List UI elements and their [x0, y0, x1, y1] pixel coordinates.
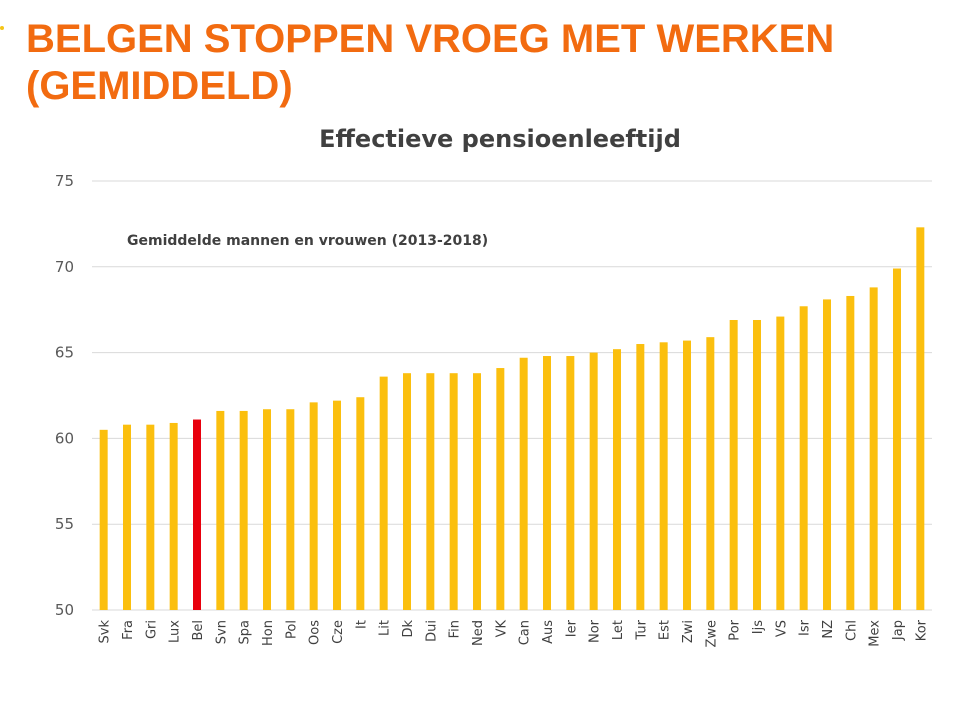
bar-fin [449, 373, 458, 610]
bar-lux [169, 422, 178, 610]
x-tick-label: Lit [378, 620, 393, 636]
x-tick-label: Hon [261, 620, 276, 646]
x-tick-label: It [354, 620, 369, 629]
x-tick-label: Dui [424, 620, 439, 642]
bar-bel [193, 419, 201, 610]
x-tick-label: VS [774, 620, 789, 637]
x-tick-label: Isr [798, 619, 813, 636]
x-tick-label: Chl [844, 620, 859, 641]
x-tick-label: Ijs [751, 620, 766, 634]
x-tick-label: Spa [238, 620, 253, 644]
x-tick-label: Zwe [704, 620, 719, 648]
x-tick-label: Cze [331, 620, 346, 644]
bar-zwi [683, 340, 691, 610]
x-tick-label: Svn [214, 620, 229, 644]
bar-ier [566, 356, 575, 610]
bar-jap [893, 268, 901, 610]
grid-lines [92, 180, 932, 611]
bar-cze [333, 400, 341, 610]
bar-vk [496, 368, 505, 610]
x-tick-label: NZ [821, 620, 836, 639]
bar-ijs [753, 319, 761, 610]
x-tick-label: Fin [448, 620, 463, 638]
bar-ned [473, 373, 481, 610]
x-tick-label: Oos [308, 620, 323, 645]
x-tick-label: Fra [121, 620, 136, 640]
decorative-dot [0, 26, 4, 30]
chart-subtitle: Gemiddelde mannen en vrouwen (2013-2018) [127, 233, 488, 249]
slide-title-line-1: BELGEN STOPPEN VROEG MET WERKEN [26, 17, 835, 61]
bar-chl [846, 295, 855, 610]
x-tick-label: Dk [401, 620, 416, 638]
x-tick-label: Svk [98, 620, 113, 644]
bar-pol [286, 409, 295, 610]
x-tick-label: Pol [284, 620, 299, 639]
bar-nz [823, 299, 831, 610]
x-tick-label: Bel [191, 620, 206, 641]
bar-dk [403, 373, 411, 610]
bar-kor [916, 227, 925, 610]
x-tick-label: Jap [891, 620, 906, 641]
x-tick-label: Nor [588, 619, 603, 643]
slide-title: BELGEN STOPPEN VROEG MET WERKEN (GEMIDDE… [26, 16, 956, 110]
bar-nor [589, 352, 598, 610]
x-tick-label: Can [518, 620, 533, 645]
x-axis: Svk Fra Gri Lux Bel Svn Spa Hon Pol Oos Cze It Lit Dk… [98, 619, 930, 647]
bar-oos [309, 402, 318, 610]
y-axis: 50 55 60 65 70 75 [55, 172, 74, 619]
x-tick-label: Ned [471, 620, 486, 646]
x-tick-label: Zwi [681, 620, 696, 643]
bar-lit [379, 376, 388, 610]
y-tick-label: 55 [55, 515, 74, 533]
bar-mex [869, 287, 878, 610]
x-tick-label: Aus [541, 620, 556, 644]
bar-let [613, 349, 621, 610]
bar-fra [123, 424, 131, 610]
bar-aus [543, 356, 551, 610]
bar-est [659, 342, 668, 610]
x-tick-label: Mex [868, 620, 883, 647]
bar-gri [146, 424, 155, 610]
x-tick-label: VK [494, 620, 509, 638]
x-tick-label: Gri [144, 620, 159, 639]
y-tick-label: 75 [55, 172, 74, 190]
bars [99, 227, 925, 610]
bar-can [519, 357, 528, 610]
bar-zwe [706, 337, 715, 610]
bar-svk [99, 429, 108, 610]
bar-dui [426, 373, 435, 610]
bar-spa [239, 410, 248, 610]
bar-it [356, 397, 365, 610]
bar-hon [263, 409, 271, 610]
x-tick-label: Ier [564, 619, 579, 637]
x-tick-label: Por [728, 619, 743, 640]
x-tick-label: Let [611, 620, 626, 640]
bar-isr [799, 306, 808, 610]
y-tick-label: 50 [55, 601, 74, 619]
bar-svn [216, 410, 225, 610]
bar-tur [636, 344, 645, 610]
y-tick-label: 65 [55, 344, 74, 362]
y-tick-label: 60 [55, 429, 74, 447]
slide-title-line-2: (GEMIDDELD) [26, 64, 293, 108]
chart-title: Effectieve pensioenleeftijd [319, 125, 681, 153]
x-tick-label: Est [658, 620, 673, 640]
x-tick-label: Tur [634, 619, 649, 640]
y-tick-label: 70 [55, 258, 74, 276]
bar-vs [776, 316, 785, 610]
x-tick-label: Lux [168, 620, 183, 643]
x-tick-label: Kor [914, 619, 929, 641]
bar-por [729, 319, 738, 610]
